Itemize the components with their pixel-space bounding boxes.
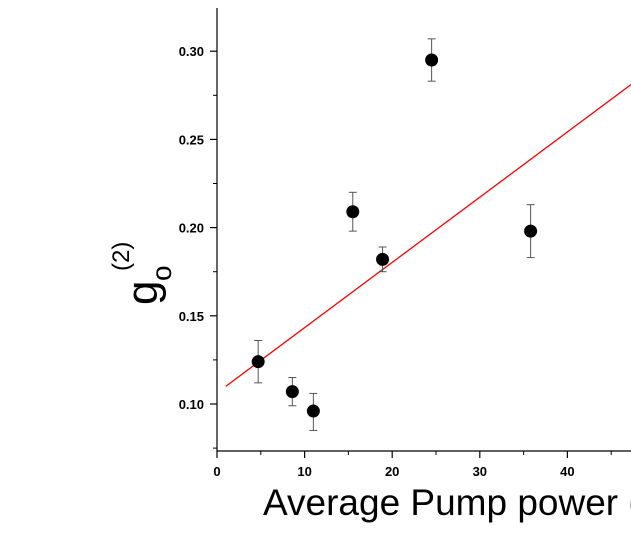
data-point <box>425 53 439 67</box>
y-axis-label: g o (2) <box>108 242 177 305</box>
y-tick-label: 0.25 <box>179 132 204 147</box>
fit-line-group <box>225 83 631 387</box>
x-tick-label: 0 <box>213 464 220 479</box>
data-point <box>346 205 360 219</box>
y-axis-label-superscript: (2) <box>108 242 135 271</box>
x-tick-label: 40 <box>560 464 574 479</box>
fit-line <box>225 83 631 387</box>
x-tick-label: 20 <box>385 464 399 479</box>
data-point <box>251 355 265 369</box>
axes <box>216 8 631 452</box>
y-tick-label: 0.15 <box>179 309 204 324</box>
y-tick-label: 0.20 <box>179 221 204 236</box>
points-group <box>251 38 538 431</box>
data-point <box>524 224 538 238</box>
x-axis-label: Average Pump power (μ <box>263 482 631 523</box>
ticks: 0.10 0.15 0.20 0.25 0.30 0 10 20 30 40 <box>179 44 612 479</box>
x-tick-label: 30 <box>473 464 487 479</box>
data-point <box>376 252 390 266</box>
y-axis-label-main: g <box>118 281 167 305</box>
y-axis-label-subscript: o <box>146 265 177 281</box>
y-tick-label: 0.10 <box>179 397 204 412</box>
x-tick-label: 10 <box>297 464 311 479</box>
y-tick-label: 0.30 <box>179 44 204 59</box>
data-point <box>285 385 299 399</box>
data-point <box>306 404 320 418</box>
